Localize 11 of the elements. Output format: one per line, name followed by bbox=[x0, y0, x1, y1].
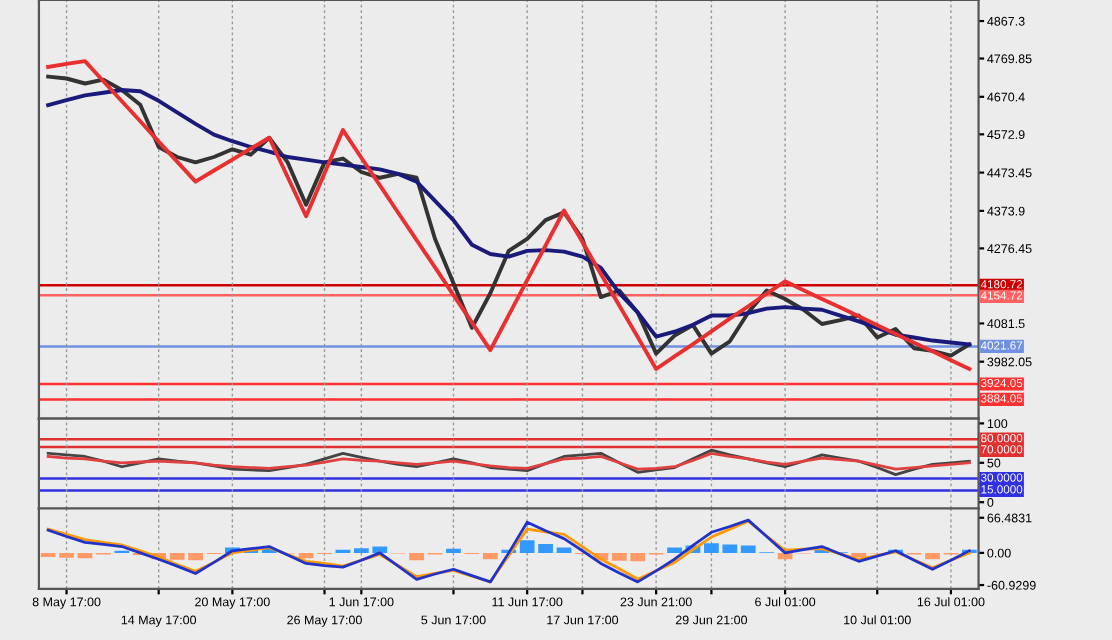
bar bbox=[77, 552, 93, 559]
bar bbox=[409, 552, 424, 561]
bar bbox=[169, 552, 185, 560]
bar bbox=[851, 552, 867, 558]
bar bbox=[556, 547, 572, 553]
bar bbox=[667, 547, 682, 553]
bar bbox=[188, 552, 203, 561]
line-series bbox=[46, 448, 971, 477]
bar bbox=[925, 552, 940, 560]
line-series bbox=[46, 451, 971, 471]
bar bbox=[482, 552, 498, 560]
